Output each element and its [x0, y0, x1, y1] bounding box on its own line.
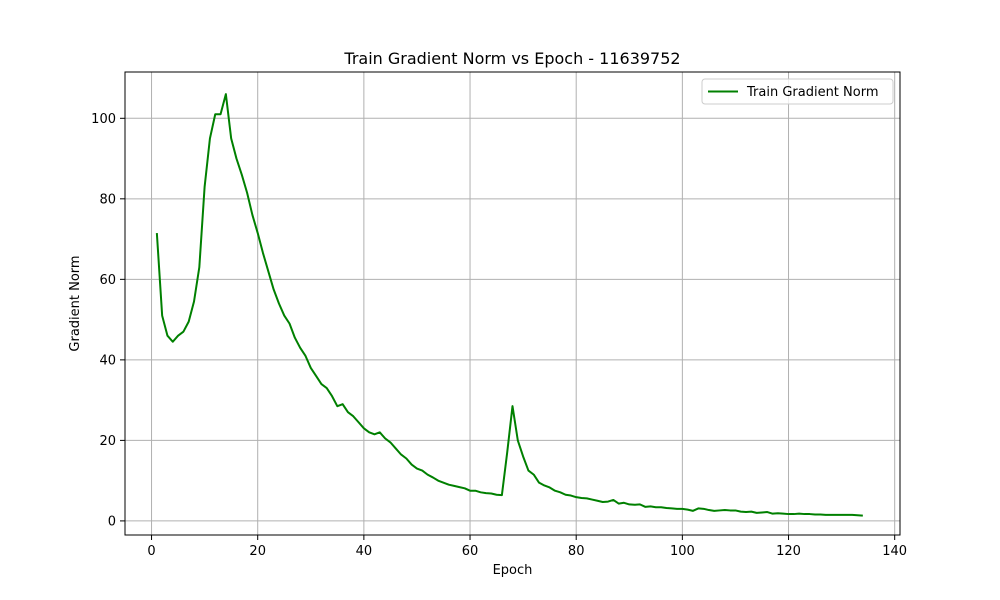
x-tick-label: 60	[462, 544, 479, 559]
x-tick-label: 80	[568, 544, 585, 559]
x-tick-label: 0	[147, 544, 155, 559]
chart-title: Train Gradient Norm vs Epoch - 11639752	[343, 49, 680, 68]
series-line	[155, 93, 863, 517]
x-tick-label: 140	[882, 544, 907, 559]
x-tick-label: 40	[356, 544, 373, 559]
series-layer	[155, 93, 863, 517]
plot-frame	[124, 71, 901, 536]
y-tick-label: 60	[99, 273, 116, 288]
x-tick-label: 20	[249, 544, 266, 559]
y-tick-label: 100	[91, 112, 116, 127]
y-tick-label: 40	[99, 353, 116, 368]
legend-box	[701, 78, 894, 105]
legend-label: Train Gradient Norm	[746, 85, 879, 100]
legend: Train Gradient Norm	[701, 78, 894, 105]
y-tick-label: 80	[99, 192, 116, 207]
x-tick-label: 120	[776, 544, 801, 559]
grid	[125, 72, 900, 535]
x-axis-label: Epoch	[493, 563, 533, 578]
x-axis-ticks: 0 20 40 60 80 100 120 140	[147, 535, 907, 559]
y-tick-label: 20	[99, 434, 116, 449]
y-axis-ticks: 0 20 40 60 80 100	[91, 112, 125, 529]
y-tick-label: 0	[108, 514, 116, 529]
y-axis-label: Gradient Norm	[68, 255, 83, 351]
x-tick-label: 100	[670, 544, 695, 559]
